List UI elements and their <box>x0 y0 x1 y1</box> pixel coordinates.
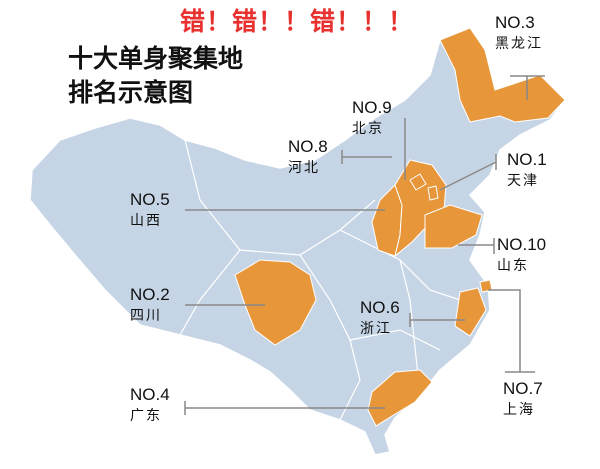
label-no5: NO.5 山西 <box>130 191 170 228</box>
province-sichuan <box>234 259 317 346</box>
leader-no8 <box>341 150 392 164</box>
label-no6: NO.6 浙江 <box>360 299 400 336</box>
province-name: 天津 <box>507 173 539 189</box>
rank: NO.10 <box>497 235 547 254</box>
province-borders <box>179 139 461 421</box>
map-title: 十大单身聚集地 排名示意图 <box>68 42 243 110</box>
title-line-1: 十大单身聚集地 <box>68 44 244 73</box>
warning-text: 错！错！！错！！！ <box>180 7 415 36</box>
province-guangdong <box>367 369 433 427</box>
label-no9: NO.9 北京 <box>352 99 392 136</box>
title-line-2: 排名示意图 <box>68 78 194 107</box>
province-shandong <box>424 204 483 249</box>
rank: NO.2 <box>130 285 170 304</box>
leader-no4 <box>184 401 385 415</box>
highlighted-provinces <box>234 27 566 427</box>
rank: NO.1 <box>507 150 547 169</box>
province-name: 黑龙江 <box>495 36 543 52</box>
label-no7: NO.7 上海 <box>503 380 543 417</box>
province-name: 山西 <box>130 213 162 229</box>
province-name: 河北 <box>288 160 320 176</box>
leader-no3 <box>510 75 545 100</box>
province-tianjin <box>427 185 439 201</box>
rank: NO.8 <box>288 137 328 156</box>
rank: NO.4 <box>130 385 170 404</box>
province-name: 浙江 <box>360 321 392 337</box>
china-outline <box>29 27 566 456</box>
rank: NO.6 <box>360 298 400 317</box>
province-name: 上海 <box>503 402 535 418</box>
rank: NO.5 <box>130 190 170 209</box>
label-no2: NO.2 四川 <box>130 286 170 323</box>
leader-no1 <box>439 154 497 191</box>
leader-no7 <box>488 289 535 373</box>
leader-lines <box>184 75 545 415</box>
province-heilongjiang <box>439 27 566 123</box>
province-name: 北京 <box>352 121 384 137</box>
label-no8: NO.8 河北 <box>288 138 328 175</box>
label-no4: NO.4 广东 <box>130 386 170 423</box>
province-beijing <box>409 173 427 191</box>
province-name: 山东 <box>497 258 529 274</box>
leader-no6 <box>409 313 465 327</box>
province-name: 广东 <box>130 408 162 424</box>
label-no10: NO.10 山东 <box>497 236 546 273</box>
rank: NO.3 <box>495 13 535 32</box>
label-no1: NO.1 天津 <box>507 151 547 188</box>
label-no3: NO.3 黑龙江 <box>495 14 543 51</box>
province-name: 四川 <box>130 308 162 324</box>
leader-no10 <box>458 238 495 254</box>
rank: NO.7 <box>503 379 543 398</box>
rank: NO.9 <box>352 98 392 117</box>
